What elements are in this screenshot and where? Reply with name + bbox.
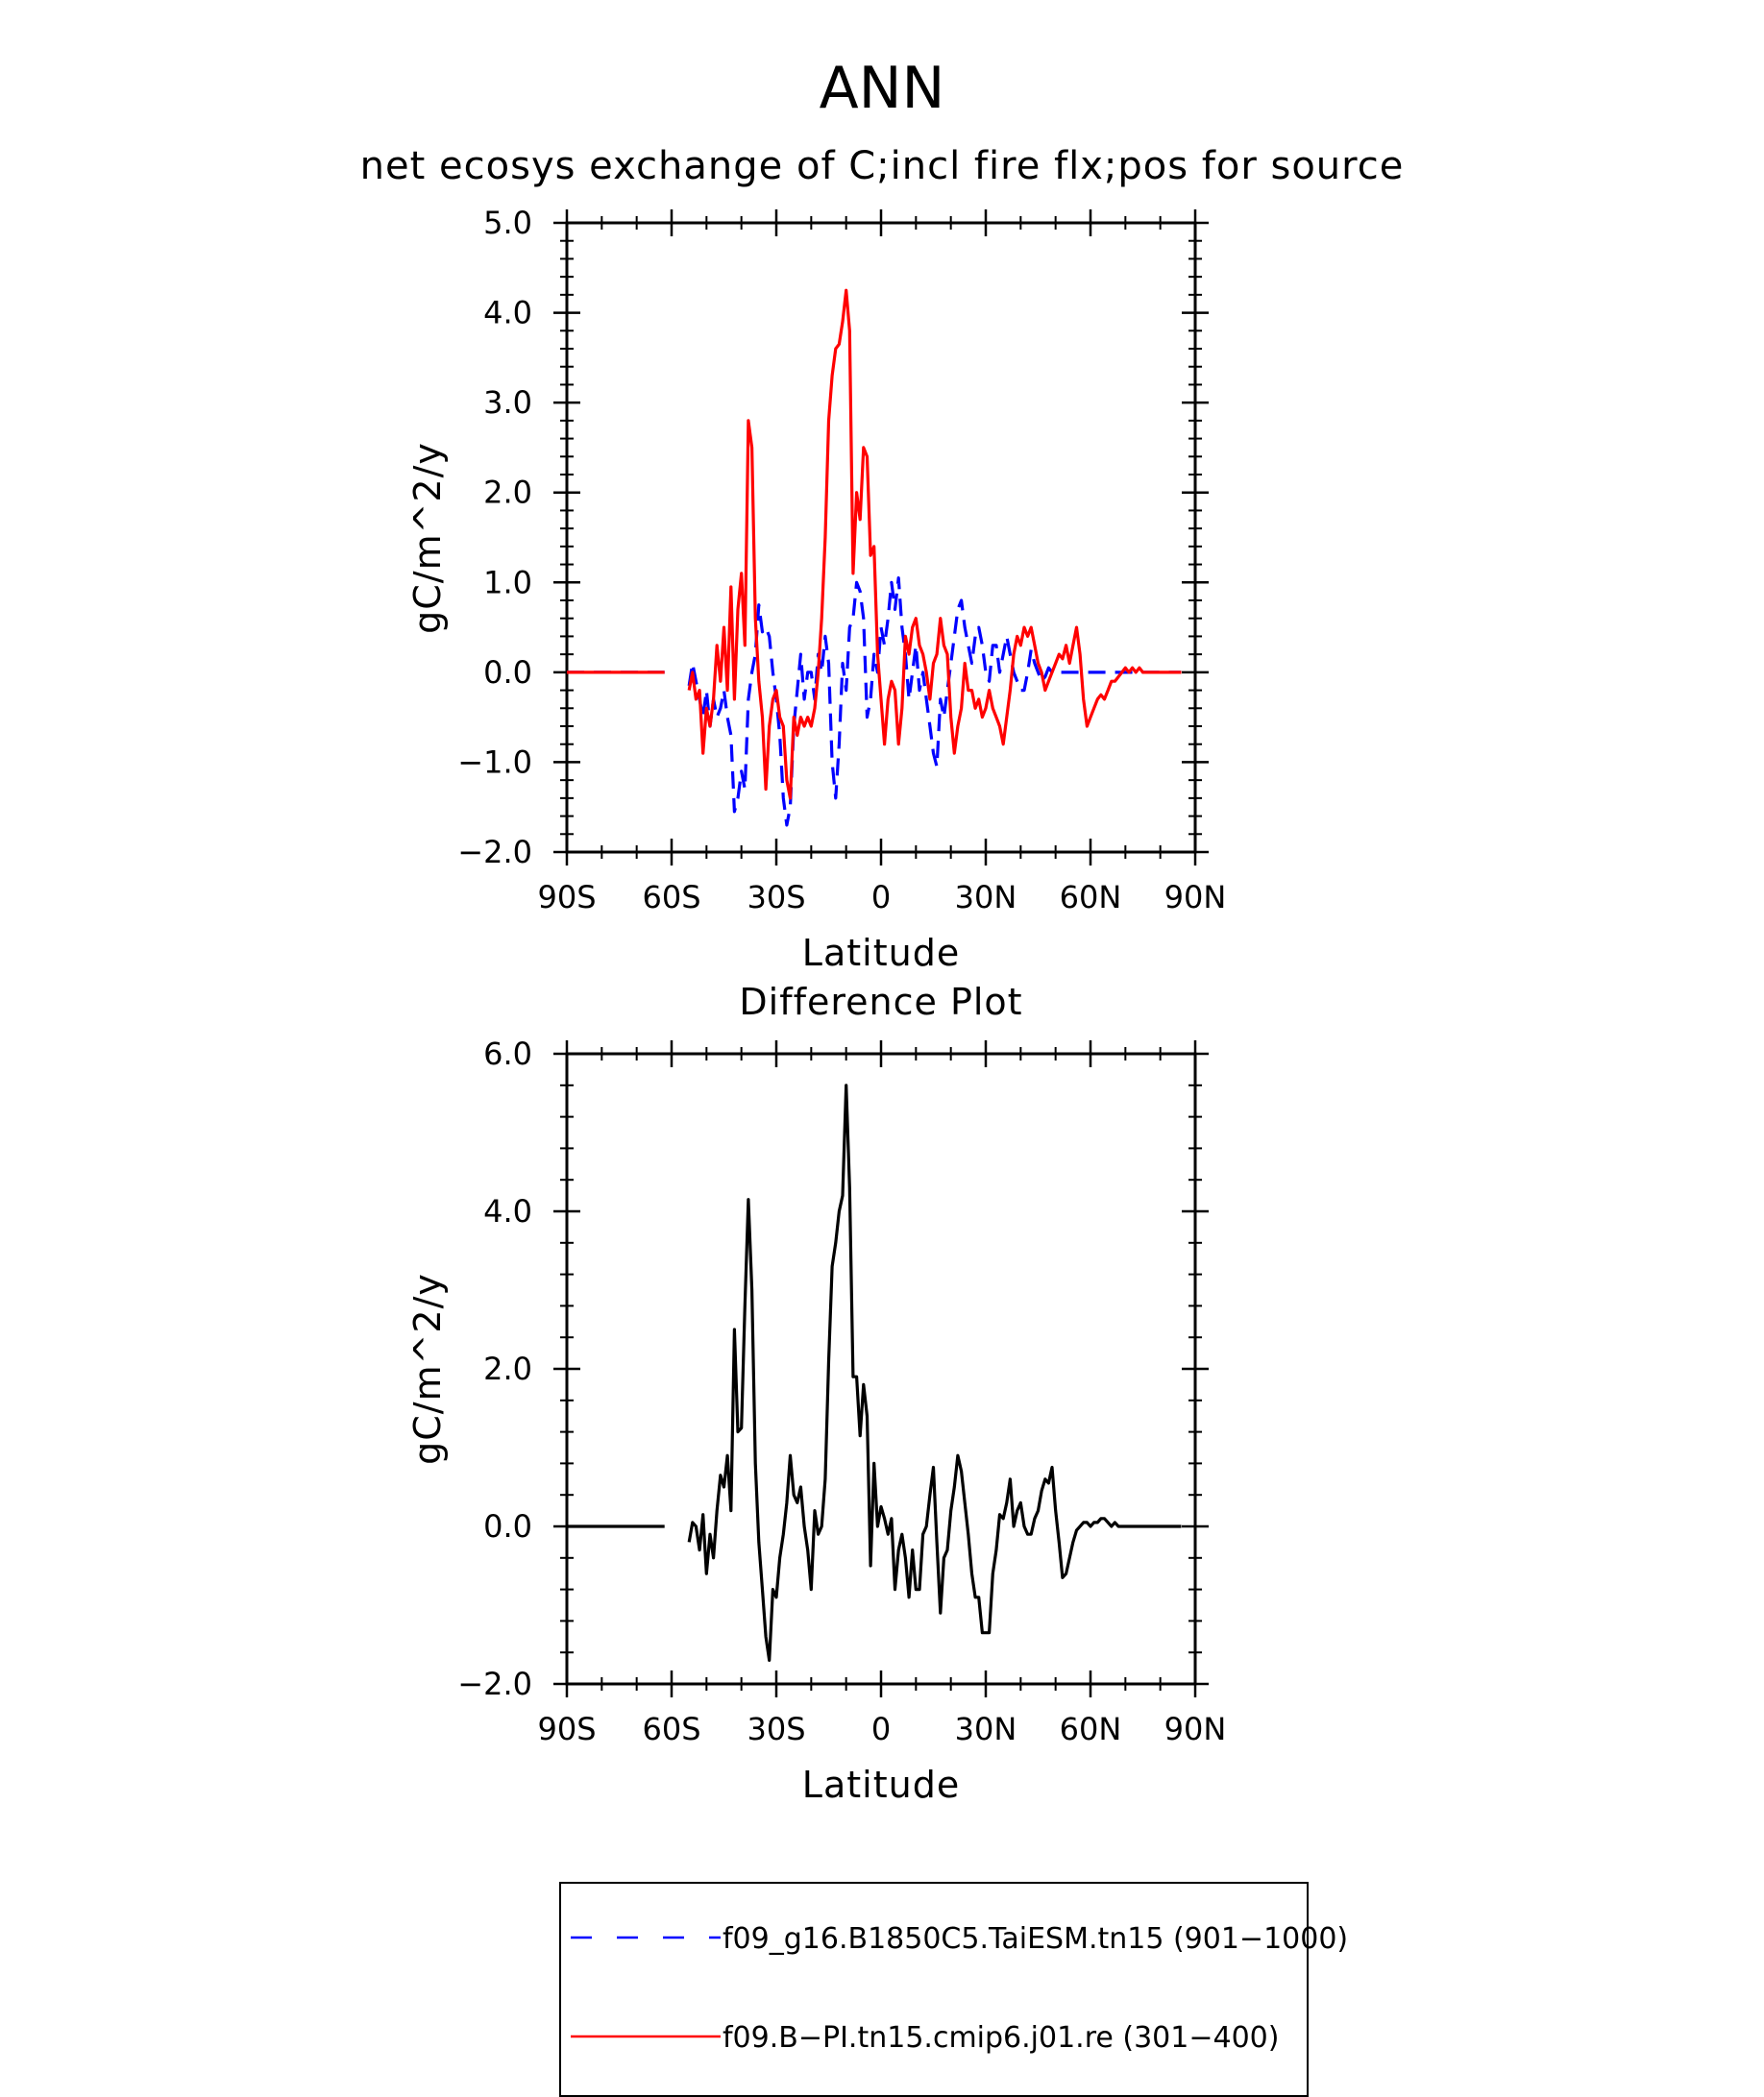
x-tick-label: 90S (537, 1711, 596, 1747)
top-series-red-line (687, 288, 1182, 800)
bottom-tick-labels: 90S 60S 30S 0 30N 60N 90N −2.0 0.0 2.0 4.0 6.0 (457, 1036, 1226, 1747)
y-tick-label: 3.0 (483, 384, 532, 421)
top-series (567, 288, 1182, 827)
top-plot-frame (565, 221, 1197, 854)
difference-plot-title: Difference Plot (739, 981, 1022, 1023)
y-tick-label: 0.0 (483, 1508, 532, 1545)
y-tick-label: −2.0 (457, 1666, 532, 1702)
y-tick-label: 6.0 (483, 1036, 532, 1072)
y-tick-label: 4.0 (483, 1193, 532, 1230)
bottom-panel: 90S 60S 30S 0 30N 60N 90N −2.0 0.0 2.0 4.0 6.0 Lati… (406, 1036, 1226, 1806)
y-tick-label: 4.0 (483, 295, 532, 331)
x-tick-label: 90N (1164, 879, 1227, 915)
bottom-series (567, 1084, 1182, 1663)
top-x-axis-label: Latitude (802, 932, 960, 974)
x-tick-label: 60S (642, 1711, 700, 1747)
legend-label-red: f09.B−PI.tn15.cmip6.j01.re (301−400) (723, 2021, 1279, 2055)
bottom-y-axis-label: gC/m^2/y (406, 1273, 449, 1465)
y-tick-label: −1.0 (457, 744, 532, 780)
y-tick-label: 1.0 (483, 564, 532, 600)
x-tick-label: 60N (1060, 879, 1122, 915)
x-tick-label: 0 (871, 879, 891, 915)
y-tick-label: 2.0 (483, 475, 532, 511)
top-ticks (553, 209, 1209, 866)
top-tick-labels: 90S 60S 30S 0 30N 60N 90N −2.0 −1.0 0.0 1.0 2.0 3.0 4… (457, 205, 1226, 915)
legend-label-blue: f09_g16.B1850C5.TaiESM.tn15 (901−1000) (723, 1922, 1348, 1956)
legend: f09_g16.B1850C5.TaiESM.tn15 (901−1000) f… (559, 1882, 1348, 2097)
top-series-blue-line (687, 575, 1182, 827)
x-tick-label: 30S (747, 1711, 805, 1747)
x-tick-label: 90S (537, 879, 596, 915)
top-panel: 90S 60S 30S 0 30N 60N 90N −2.0 −1.0 0.0 1.0 2.0 3.0 4… (406, 205, 1226, 974)
x-tick-label: 30N (955, 1711, 1017, 1747)
y-tick-label: −2.0 (457, 834, 532, 870)
x-tick-label: 30N (955, 879, 1017, 915)
y-tick-label: 0.0 (483, 654, 532, 691)
y-tick-label: 2.0 (483, 1351, 532, 1387)
x-tick-label: 30S (747, 879, 805, 915)
x-tick-label: 90N (1164, 1711, 1227, 1747)
y-tick-label: 5.0 (483, 205, 532, 241)
figure-subtitle: net ecosys exchange of C;incl fire flx;p… (360, 144, 1405, 188)
top-y-axis-label: gC/m^2/y (406, 442, 449, 634)
figure-title: ANN (820, 55, 945, 122)
bottom-ticks (553, 1040, 1209, 1697)
bottom-x-axis-label: Latitude (802, 1764, 960, 1806)
legend-box (559, 1882, 1309, 2097)
bottom-series-black-line (687, 1084, 1182, 1663)
x-tick-label: 60N (1060, 1711, 1122, 1747)
x-tick-label: 0 (871, 1711, 891, 1747)
x-tick-label: 60S (642, 879, 700, 915)
bottom-plot-frame (565, 1052, 1197, 1686)
